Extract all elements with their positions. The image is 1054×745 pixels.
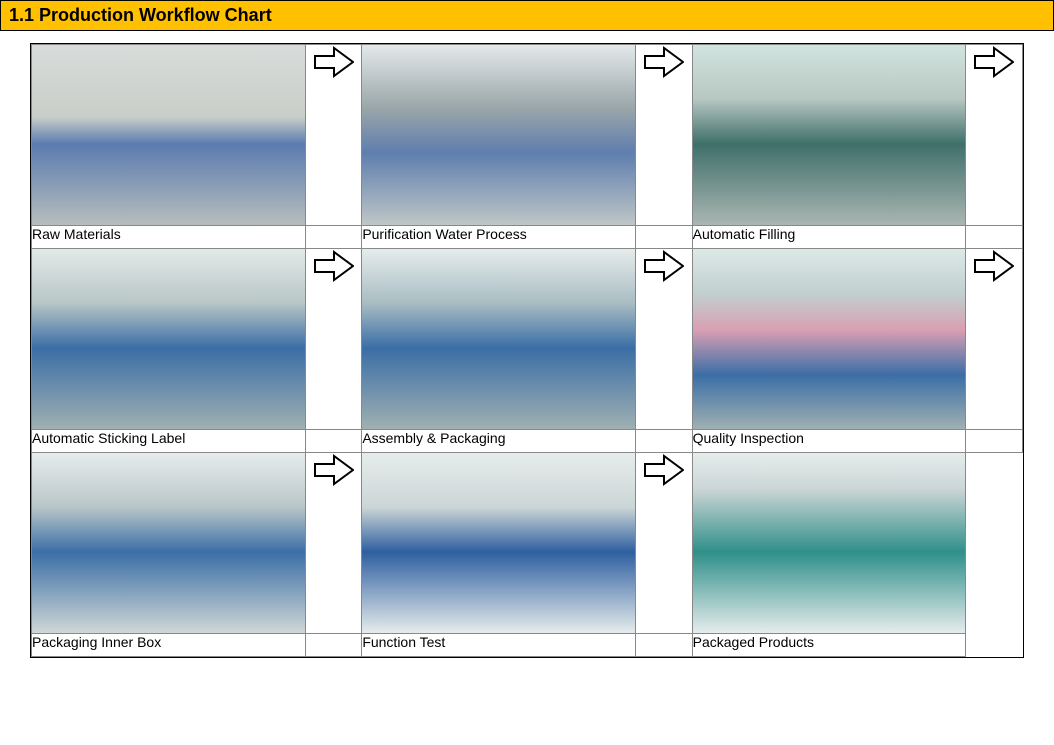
label-text: Automatic Filling xyxy=(693,226,796,242)
step-label: Automatic Sticking Label xyxy=(32,430,306,453)
step-label: Packaged Products xyxy=(692,634,966,657)
arrow-label-spacer xyxy=(305,430,362,453)
label-text: Purification Water Process xyxy=(362,226,526,242)
arrow-cell-empty xyxy=(966,453,1023,634)
label-text: Function Test xyxy=(362,634,445,650)
step-photo-automatic-filling xyxy=(692,45,966,226)
arrow-right-icon xyxy=(314,45,354,79)
step-label: Packaging Inner Box xyxy=(32,634,306,657)
section-title: 1.1 Production Workflow Chart xyxy=(9,5,272,25)
step-photo-raw-materials xyxy=(32,45,306,226)
arrow-right-icon xyxy=(974,45,1014,79)
label-text: Packaged Products xyxy=(693,634,814,650)
arrow-label-spacer xyxy=(966,634,1023,657)
arrow-right-icon xyxy=(644,453,684,487)
arrow-label-spacer xyxy=(636,634,693,657)
arrow-label-spacer xyxy=(636,430,693,453)
label-text: Raw Materials xyxy=(32,226,121,242)
arrow-label-spacer xyxy=(636,226,693,249)
workflow-chart: Raw Materials Purification Water Process… xyxy=(30,43,1024,658)
arrow-cell xyxy=(305,453,362,634)
arrow-label-spacer xyxy=(966,226,1023,249)
step-label: Raw Materials xyxy=(32,226,306,249)
label-text: Quality Inspection xyxy=(693,430,804,446)
step-photo-packaged-products xyxy=(692,453,966,634)
step-label: Automatic Filling xyxy=(692,226,966,249)
arrow-right-icon xyxy=(974,249,1014,283)
step-photo-function-test xyxy=(362,453,636,634)
step-label: Purification Water Process xyxy=(362,226,636,249)
arrow-cell xyxy=(966,249,1023,430)
arrow-right-icon xyxy=(644,45,684,79)
arrow-label-spacer xyxy=(305,634,362,657)
arrow-cell xyxy=(636,453,693,634)
arrow-cell xyxy=(305,249,362,430)
label-text: Automatic Sticking Label xyxy=(32,430,185,446)
step-label: Quality Inspection xyxy=(692,430,966,453)
arrow-right-icon xyxy=(314,249,354,283)
arrow-cell xyxy=(636,249,693,430)
section-header: 1.1 Production Workflow Chart xyxy=(0,0,1054,31)
step-photo-assembly-packaging xyxy=(362,249,636,430)
arrow-right-icon xyxy=(644,249,684,283)
step-label: Function Test xyxy=(362,634,636,657)
step-photo-packaging-inner-box xyxy=(32,453,306,634)
arrow-label-spacer xyxy=(966,430,1023,453)
arrow-cell xyxy=(966,45,1023,226)
step-photo-purification-water xyxy=(362,45,636,226)
workflow-table: Raw Materials Purification Water Process… xyxy=(31,44,1023,657)
arrow-label-spacer xyxy=(305,226,362,249)
label-text: Packaging Inner Box xyxy=(32,634,161,650)
arrow-cell xyxy=(305,45,362,226)
label-text: Assembly & Packaging xyxy=(362,430,505,446)
arrow-cell xyxy=(636,45,693,226)
step-label: Assembly & Packaging xyxy=(362,430,636,453)
step-photo-sticking-label xyxy=(32,249,306,430)
arrow-right-icon xyxy=(314,453,354,487)
step-photo-quality-inspection xyxy=(692,249,966,430)
